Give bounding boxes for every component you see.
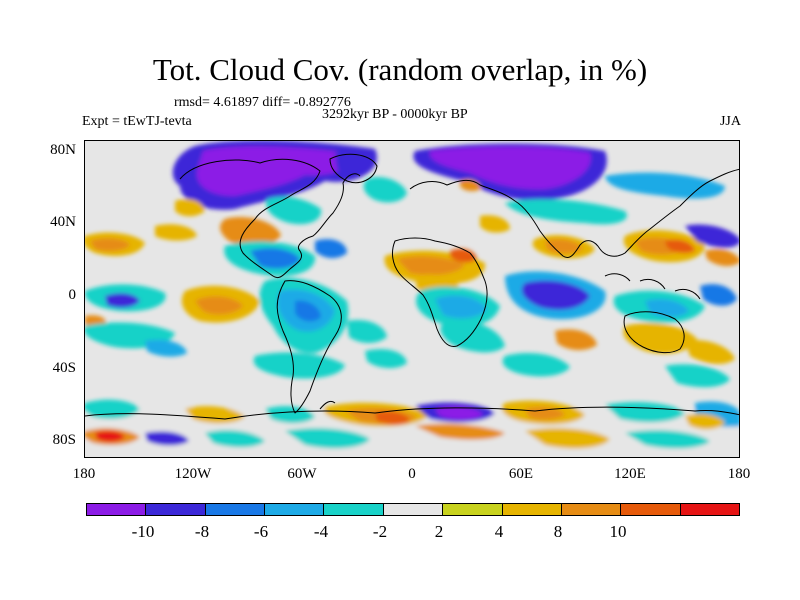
y-tick-40n: 40N (50, 214, 76, 230)
colorbar-label: 2 (434, 522, 444, 541)
colorbar-label: 8 (553, 522, 563, 541)
colorbar-swatch (146, 504, 206, 515)
coastlines (85, 153, 739, 420)
y-tick-0: 0 (68, 287, 77, 303)
colorbar-label: -10 (131, 522, 155, 541)
experiment-label: Expt = tEwTJ-tevta (82, 114, 192, 129)
x-tick-60e: 60E (508, 466, 534, 482)
colorbar-swatch (621, 504, 681, 515)
x-tick-120w: 120W (174, 466, 212, 482)
colorbar-swatch (561, 504, 622, 515)
map-canvas (85, 141, 739, 457)
plot-title: Tot. Cloud Cov. (random overlap, in %) (152, 52, 648, 87)
colorbar-swatch (324, 504, 384, 515)
colorbar-swatch (680, 504, 739, 515)
x-tick-180-left: 180 (72, 466, 96, 482)
colorbar-swatch (502, 504, 562, 515)
colorbar (86, 503, 740, 516)
x-tick-180-right: 180 (727, 466, 751, 482)
stats-label: rmsd= 4.61897 diff= -0.892776 (174, 95, 351, 110)
x-tick-0: 0 (408, 466, 416, 482)
colorbar-label: -2 (372, 522, 388, 541)
colorbar-swatch (443, 504, 503, 515)
colorbar-swatch (265, 504, 325, 515)
x-tick-60w: 60W (287, 466, 317, 482)
season-label: JJA (719, 114, 741, 129)
colorbar-label: 10 (609, 522, 627, 541)
map-panel (84, 140, 740, 458)
colorbar-label: -6 (253, 522, 269, 541)
anomaly-field (85, 141, 739, 457)
colorbar-label: -8 (194, 522, 210, 541)
colorbar-swatch (205, 504, 266, 515)
y-tick-40s: 40S (52, 360, 76, 376)
colorbar-label: 4 (494, 522, 504, 541)
period-label: 3292kyr BP - 0000kyr BP (322, 107, 468, 122)
y-tick-80s: 80S (52, 432, 76, 448)
colorbar-swatch (87, 504, 147, 515)
colorbar-label: -4 (313, 522, 329, 541)
colorbar-swatch (383, 504, 444, 515)
x-tick-120e: 120E (614, 466, 646, 482)
y-tick-80n: 80N (50, 142, 76, 158)
